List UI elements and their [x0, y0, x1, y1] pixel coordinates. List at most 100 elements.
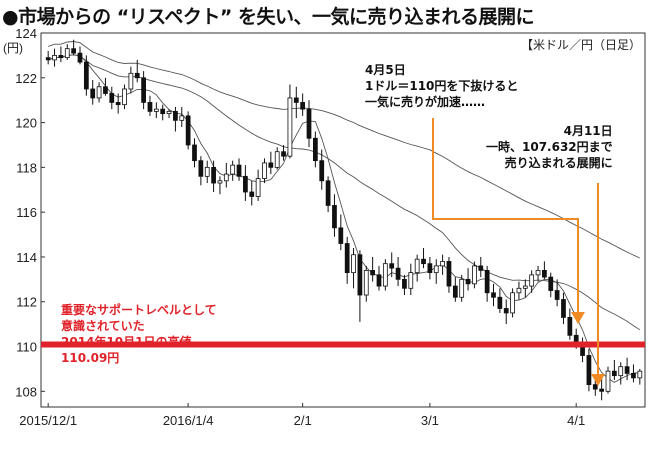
candle	[376, 265, 382, 291]
candle-body-down	[491, 292, 496, 298]
annotation-support-line: 110.09円	[61, 351, 120, 365]
candle-body-up	[262, 162, 267, 179]
candle-body-down	[612, 370, 617, 377]
candle	[567, 308, 573, 340]
candle-body-up	[605, 370, 611, 392]
candle	[109, 86, 115, 110]
arrow-april5	[432, 118, 579, 312]
candle	[465, 268, 471, 291]
annotation-april11-line: 売り込まれる展開に	[504, 156, 613, 170]
annotation-support-line: 重要なサポートレベルとして	[61, 303, 217, 317]
y-axis: 108 110 112 114 116 118 120 122 124	[15, 26, 45, 399]
candle	[255, 169, 261, 201]
candle-body-down	[45, 57, 51, 61]
candle	[529, 270, 535, 293]
candle-body-down	[90, 88, 96, 99]
candle	[77, 46, 83, 65]
candle-body-down	[357, 254, 363, 296]
candle-body-up	[217, 180, 223, 184]
candle-body-down	[313, 137, 318, 162]
candle-body-down	[338, 227, 344, 244]
x-axis: 2015/12/1 2016/1/4 2/1 3/1 4/1	[19, 403, 585, 428]
candle	[605, 366, 611, 394]
candle-body-up	[408, 272, 414, 289]
candle-body-down	[306, 108, 312, 139]
candle	[332, 194, 337, 237]
candle-body-down	[293, 97, 299, 103]
x-tick-label: 4/1	[567, 413, 585, 428]
candle	[427, 256, 433, 280]
candle	[293, 86, 299, 119]
y-tick-label: 108	[15, 384, 37, 399]
candle	[503, 299, 509, 325]
candle	[452, 277, 458, 302]
candle-body-down	[497, 296, 503, 309]
candle	[211, 160, 216, 193]
candle	[459, 274, 465, 302]
candle-body-down	[421, 258, 426, 265]
candle	[249, 180, 255, 206]
candle	[433, 259, 439, 284]
candle	[45, 50, 51, 65]
candles	[45, 39, 643, 401]
candle-body-down	[71, 48, 76, 54]
candle-body-down	[592, 384, 598, 390]
candle-body-down	[427, 263, 433, 274]
candle	[421, 247, 426, 269]
candle	[484, 265, 490, 302]
candle-body-down	[573, 334, 579, 343]
candle-body-up	[166, 110, 172, 115]
candle	[160, 104, 166, 121]
candle	[300, 93, 306, 116]
unit-label: 【米ドル／円（日足）	[521, 38, 641, 52]
candle-body-up	[179, 115, 185, 121]
candle	[561, 292, 566, 325]
annotation-support-line: 2014年10月1日の高値	[61, 335, 192, 349]
candle	[382, 259, 388, 291]
candle	[122, 84, 127, 110]
candle-body-down	[332, 205, 337, 229]
candle-body-down	[395, 267, 401, 280]
candle	[313, 131, 318, 168]
candle-body-up	[204, 166, 210, 177]
candle-body-down	[268, 162, 274, 168]
candle-body-up	[529, 274, 535, 287]
candle-body-down	[160, 108, 166, 115]
candle-body-down	[631, 373, 636, 379]
candle	[52, 48, 57, 67]
candle-body-down	[465, 278, 471, 285]
candle-body-down	[389, 263, 395, 269]
ma-long-line	[48, 41, 640, 259]
x-tick-label: 2/1	[294, 413, 312, 428]
annotation-support-line: 意識されていた	[61, 319, 145, 333]
candle	[103, 77, 108, 96]
candle-body-down	[173, 110, 178, 121]
candle-body-down	[542, 269, 547, 278]
candle	[478, 256, 484, 278]
candle-body-down	[141, 77, 146, 103]
candle	[370, 256, 375, 282]
candle-body-down	[83, 61, 89, 90]
candle-body-up	[472, 265, 477, 285]
candle	[198, 156, 204, 186]
annotation-support: 重要なサポートレベルとして 意識されていた 2014年10月1日の高値 110.…	[61, 302, 217, 366]
candle	[173, 106, 178, 132]
candle	[281, 144, 286, 161]
annotation-april5-line: 一気に売りが加速……	[365, 95, 486, 109]
candle-body-down	[376, 274, 382, 287]
candle	[351, 247, 356, 289]
y-tick-label: 116	[16, 205, 37, 220]
candle-body-up	[122, 88, 127, 106]
candle	[554, 279, 560, 307]
candle-body-down	[624, 366, 630, 374]
y-tick-label: 114	[16, 250, 37, 265]
candle	[217, 176, 223, 195]
candle	[90, 80, 96, 105]
candle-body-down	[344, 243, 350, 274]
candle-body-down	[243, 175, 248, 193]
candle-body-down	[249, 191, 255, 197]
labels: (円) 【米ドル／円（日足）	[3, 38, 641, 55]
candle	[440, 254, 445, 275]
chart-title: ●市場からの “リスペクト” を失い、一気に売り込まれる展開に	[2, 6, 534, 28]
